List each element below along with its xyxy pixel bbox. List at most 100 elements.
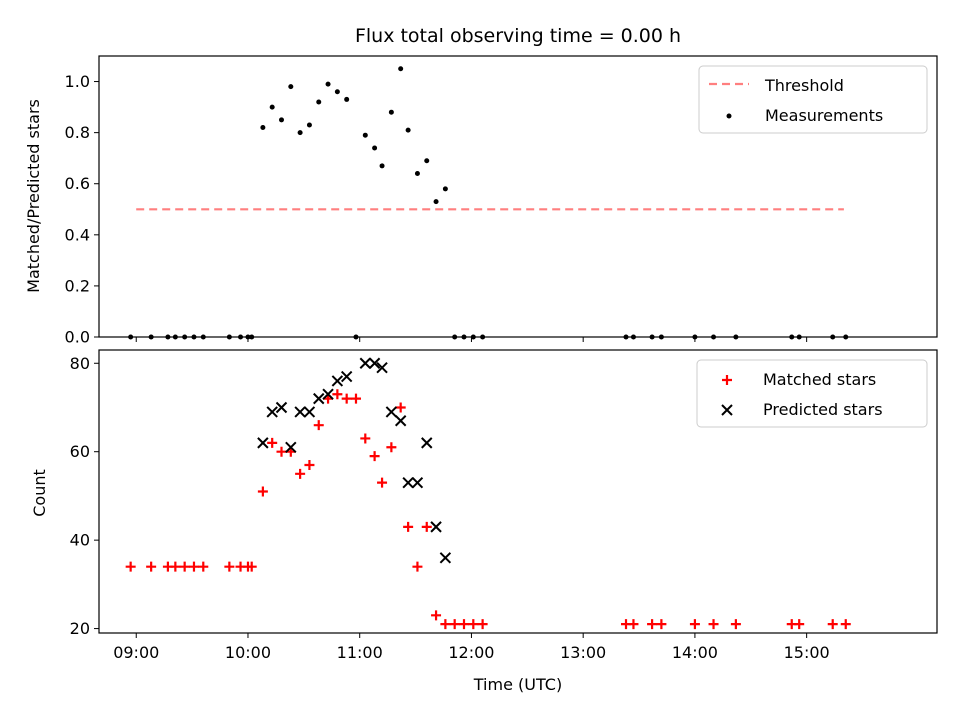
matched-star-marker (369, 451, 380, 462)
predicted-star-marker (303, 406, 316, 418)
measurement-point (260, 125, 266, 131)
matched-star-marker (341, 393, 352, 404)
predicted-star-marker (266, 406, 278, 418)
predicted-star-marker (411, 476, 424, 489)
plot-frame (98, 55, 938, 338)
measurement-point (424, 158, 430, 164)
matched-star-marker (794, 619, 805, 630)
matched-star-marker (224, 561, 235, 572)
matched-star-marker (840, 619, 851, 630)
measurement-point (288, 84, 294, 90)
matched-star-marker (350, 393, 361, 404)
measurement-point (362, 132, 368, 138)
legend: Threshold Measurements (698, 65, 928, 134)
legend-label: Measurements (765, 106, 883, 125)
measurement-point (388, 109, 394, 115)
measurement-point (372, 145, 378, 151)
matched-star-marker (403, 521, 414, 532)
predicted-star-marker (421, 437, 433, 449)
predicted-star-marker (359, 357, 372, 369)
matched-star-marker (246, 561, 257, 572)
matched-star-marker (304, 459, 315, 470)
measurement-point (414, 171, 420, 177)
predicted-star-marker (275, 401, 288, 414)
plot-frame (98, 349, 938, 634)
matched-star-marker (468, 619, 479, 630)
y-tick-label: 0.2 (65, 276, 90, 295)
y-tick-label: 0.4 (65, 225, 90, 244)
measurement-point (297, 130, 303, 136)
x-tick-label: 10:00 (225, 643, 271, 662)
measurement-point (433, 199, 439, 205)
predicted-star-marker (331, 375, 344, 387)
measurement-point (325, 81, 331, 87)
measurement-point (269, 104, 275, 110)
matched-star-marker (295, 468, 306, 479)
matched-star-marker (477, 619, 488, 630)
y-tick-label: 60 (70, 442, 90, 461)
predicted-star-marker (257, 437, 269, 449)
matched-star-marker (708, 619, 719, 630)
x-tick-label: 13:00 (560, 643, 606, 662)
measurement-point (405, 127, 411, 133)
matched-star-marker (689, 619, 700, 630)
predicted-star-marker (368, 357, 381, 369)
legend-label: Predicted stars (763, 400, 883, 419)
y-tick-label: 1.0 (65, 72, 90, 91)
predicted-star-marker (385, 406, 398, 418)
top-ylabel: Matched/Predicted stars (24, 99, 43, 293)
measurement-point (344, 96, 350, 102)
matched-star-marker (125, 561, 136, 572)
chart-title: Flux total observing time = 0.00 h (355, 25, 681, 47)
matched-star-marker (395, 402, 406, 413)
legend-predicted-swatch (721, 404, 733, 416)
predicted-star-marker (294, 406, 306, 418)
predicted-star-marker (439, 552, 452, 564)
measurement-point (334, 89, 340, 95)
legend-measurement-swatch (726, 113, 732, 119)
matched-star-marker (440, 619, 451, 630)
matched-star-marker (412, 561, 423, 572)
matched-star-marker (647, 619, 658, 630)
predicted-star-marker (340, 370, 353, 383)
matched-star-marker (170, 561, 181, 572)
y-tick-label: 40 (70, 531, 90, 550)
matched-star-marker (628, 619, 639, 630)
legend-label: Threshold (764, 76, 844, 95)
x-tick-label: 14:00 (672, 643, 718, 662)
matched-star-marker (198, 561, 209, 572)
bottom-panel: 20 40 60 80 09:00 10:00 11:00 12:00 13:00 14:00 15… (70, 349, 938, 662)
matched-star-marker (656, 619, 667, 630)
legend-box (696, 359, 928, 428)
measurement-point (442, 186, 448, 192)
y-tick-label: 0.8 (65, 123, 90, 142)
matched-star-marker (377, 477, 388, 488)
measurement-point (398, 66, 404, 72)
matched-star-marker (267, 437, 278, 448)
y-tick-label: 0.0 (65, 328, 90, 347)
matched-star-marker (421, 521, 432, 532)
predicted-star-marker (402, 476, 414, 489)
legend-box (698, 65, 928, 134)
predicted-star-marker (313, 392, 325, 405)
legend-matched-swatch (722, 375, 732, 385)
matched-star-marker (827, 619, 838, 630)
matched-star-marker (179, 561, 190, 572)
matched-star-marker (257, 486, 268, 497)
matched-star-marker (360, 433, 371, 444)
matched-star-marker (146, 561, 157, 572)
predicted-star-marker (376, 361, 388, 374)
legend: Matched stars Predicted stars (696, 359, 928, 428)
measurement-point (278, 117, 284, 123)
matched-star-marker (313, 420, 324, 431)
matched-star-marker (458, 619, 469, 630)
matched-star-marker (449, 619, 460, 630)
matched-star-marker (188, 561, 199, 572)
x-tick-label: 12:00 (448, 643, 494, 662)
x-tick-label: 15:00 (784, 643, 830, 662)
matched-star-marker (730, 619, 741, 630)
xlabel: Time (UTC) (473, 675, 562, 694)
y-tick-label: 20 (70, 619, 90, 638)
legend-label: Matched stars (763, 370, 876, 389)
